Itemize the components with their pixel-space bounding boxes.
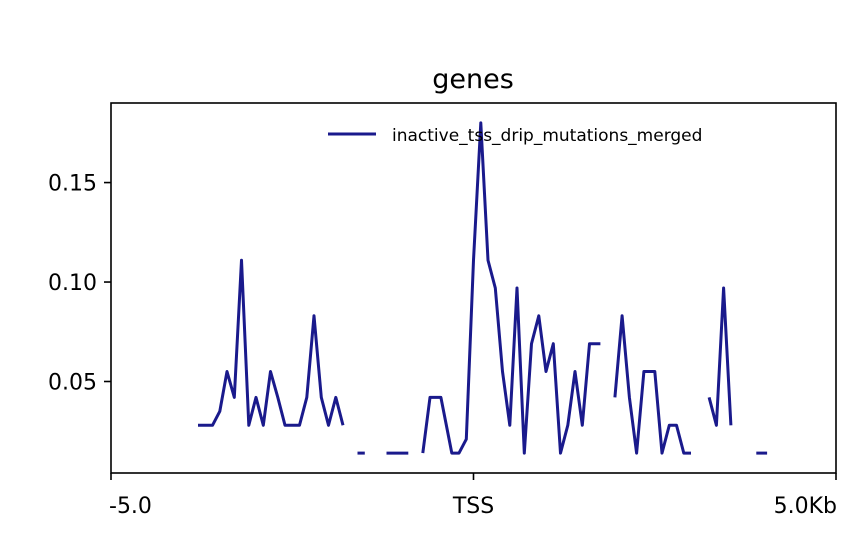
series-line-segment <box>707 286 733 427</box>
series-line-segment <box>198 258 345 427</box>
x-tick-label: -5.0 <box>109 494 152 519</box>
x-tick-label: TSS <box>452 494 494 519</box>
y-tick-label: 0.05 <box>48 370 97 395</box>
series-line-segment <box>421 121 601 455</box>
series-line-segment <box>613 314 691 455</box>
y-tick-label: 0.10 <box>48 271 97 296</box>
y-tick-label: 0.15 <box>48 172 97 197</box>
x-axis: -5.0 TSS 5.0Kb <box>109 473 837 519</box>
y-axis: 0.05 0.10 0.15 <box>48 172 111 395</box>
legend: inactive_tss_drip_mutations_merged <box>328 126 702 146</box>
chart-title: genes <box>432 64 514 95</box>
legend-label: inactive_tss_drip_mutations_merged <box>392 126 702 146</box>
series-layer <box>198 121 768 455</box>
x-tick-label: 5.0Kb <box>774 494 837 519</box>
